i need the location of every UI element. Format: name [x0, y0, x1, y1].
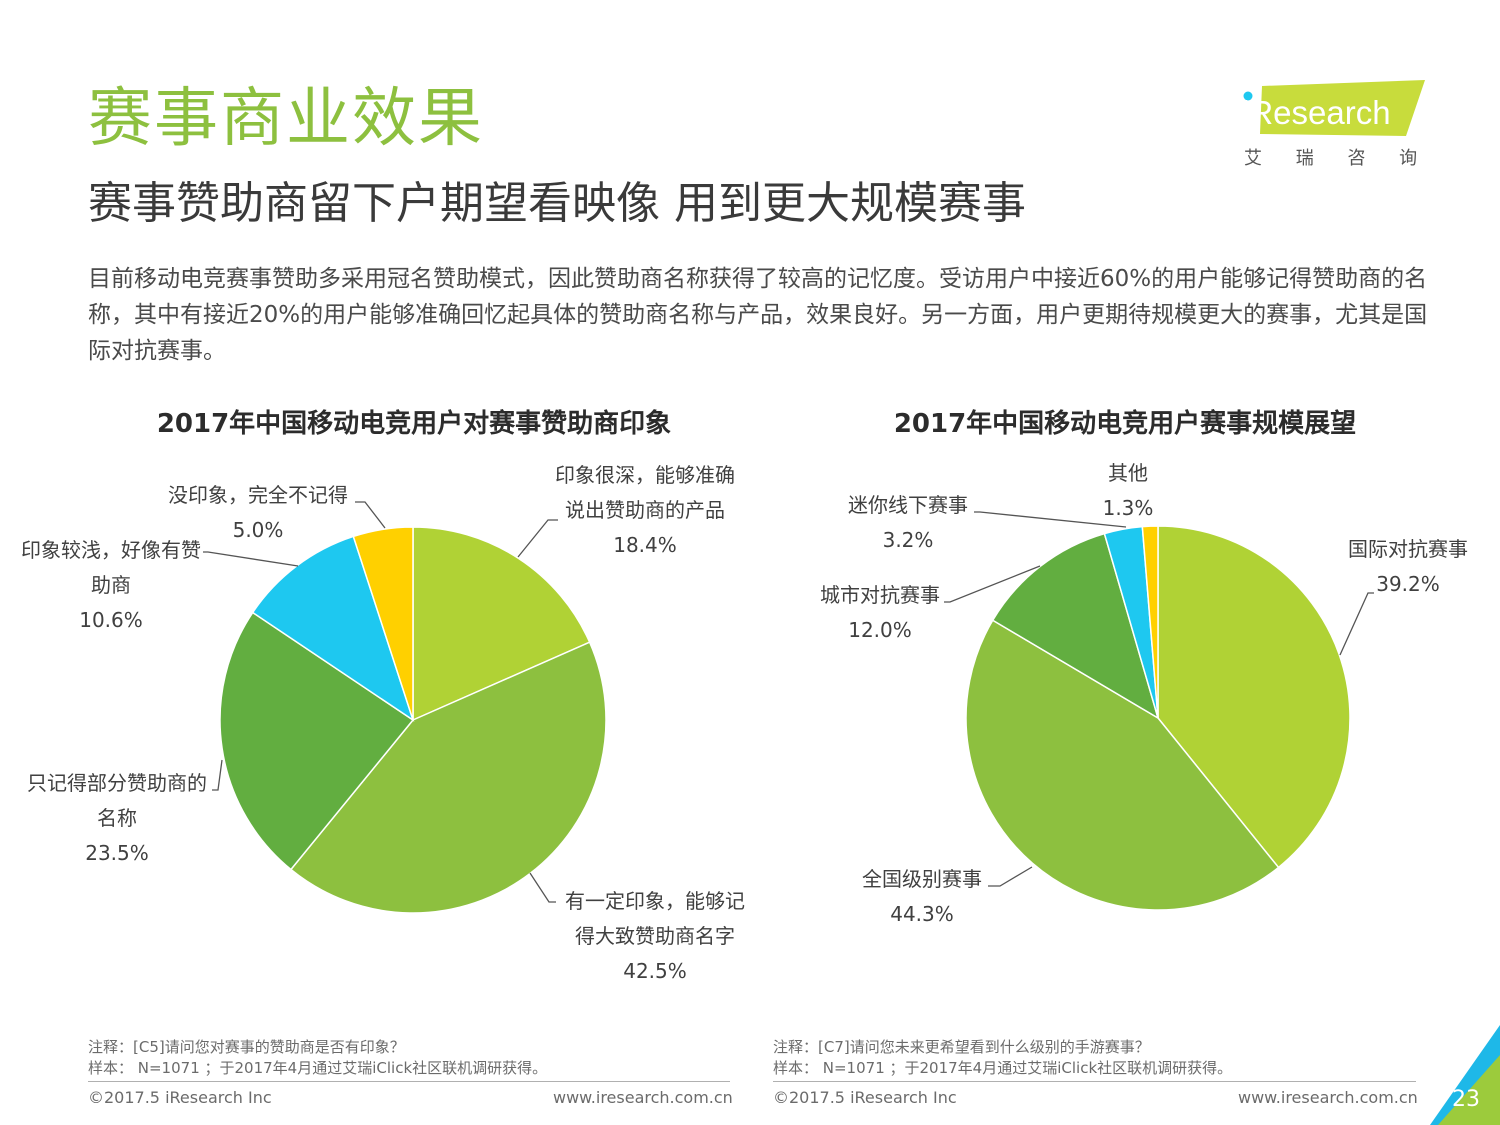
- pie2-value-label-1: 39.2%: [1376, 572, 1440, 596]
- left-copyright: ©2017.5 iResearch Inc: [88, 1088, 272, 1107]
- pie2-slice-3: [991, 532, 1160, 720]
- pie2-slice-1: [1157, 525, 1351, 869]
- iresearch-logo: iResearch 艾 瑞 咨 询: [1242, 80, 1430, 169]
- pie1-category-label-2: 有一定印象，能够记: [565, 889, 745, 913]
- page-number: 23: [1452, 1087, 1480, 1112]
- pie1-leader-line-1: [517, 519, 558, 558]
- right-website-link[interactable]: www.iresearch.com.cn: [1238, 1088, 1418, 1107]
- chart-title-event-scale: 2017年中国移动电竞用户赛事规模展望: [893, 409, 1357, 439]
- pie2-value-label-3: 12.0%: [848, 618, 912, 642]
- pie1-category-label-5: 没印象，完全不记得: [168, 483, 348, 507]
- chart-title-sponsor-impression: 2017年中国移动电竞用户对赛事赞助商印象: [156, 409, 672, 439]
- pie2-leader-line-1: [1339, 592, 1374, 656]
- pie1-category-label-2: 得大致赞助商名字: [575, 924, 735, 948]
- left-notes: 注释：[C5]请问您对赛事的赞助商是否有印象？ 样本： N=1071 ；于201…: [88, 1037, 547, 1079]
- left-note-text: 注释：[C5]请问您对赛事的赞助商是否有印象？: [88, 1038, 405, 1056]
- pie2-category-label-5: 其他: [1108, 461, 1148, 485]
- pie2-slice-5: [1141, 525, 1159, 719]
- pie1-category-label-4: 印象较浅，好像有赞: [21, 538, 201, 562]
- pie2-leader-line-3: [944, 565, 1041, 603]
- right-note-text: 注释：[C7]请问您未来更希望看到什么级别的手游赛事？: [773, 1038, 1150, 1056]
- pie1-slice-3: [219, 611, 415, 871]
- page-title: 赛事商业效果: [88, 82, 484, 156]
- pie1-value-label-5: 5.0%: [233, 518, 284, 542]
- pie2-value-label-2: 44.3%: [890, 902, 954, 926]
- pie1-leader-line-5: [355, 501, 386, 529]
- pie2-category-label-3: 城市对抗赛事: [820, 583, 940, 607]
- right-notes: 注释：[C7]请问您未来更希望看到什么级别的手游赛事？ 样本： N=1071 ；…: [773, 1037, 1232, 1079]
- page-subtitle: 赛事赞助商留下户期望看映像 用到更大规模赛事: [88, 178, 1026, 229]
- pie1-value-label-3: 23.5%: [85, 841, 149, 865]
- pie2-value-label-4: 3.2%: [883, 528, 934, 552]
- pie1-slice-5: [352, 526, 414, 721]
- left-footer-divider: [88, 1081, 730, 1082]
- logo-i-dot: [1243, 91, 1253, 101]
- intro-paragraph: 目前移动电竞赛事赞助多采用冠名赞助模式，因此赞助商名称获得了较高的记忆度。受访用…: [88, 266, 1428, 364]
- pie1-value-label-4: 10.6%: [79, 608, 143, 632]
- pie1-leader-line-4: [203, 551, 299, 567]
- pie2-leader-line-4: [974, 511, 1127, 528]
- pie2-category-label-2: 全国级别赛事: [862, 867, 982, 891]
- left-sample-text: 样本： N=1071 ；于2017年4月通过艾瑞iClick社区联机调研获得。: [88, 1059, 548, 1077]
- pie1-value-label-2: 42.5%: [623, 959, 687, 983]
- pie1-category-label-1: 印象很深，能够准确: [555, 463, 735, 487]
- pie2-category-label-1: 国际对抗赛事: [1348, 537, 1468, 561]
- right-copyright: ©2017.5 iResearch Inc: [773, 1088, 957, 1107]
- pie1-leader-line-3: [212, 759, 223, 791]
- pie1-slice-1: [412, 526, 591, 722]
- logo-brand: iResearch: [1242, 94, 1391, 131]
- pie1-category-label-1: 说出赞助商的产品: [565, 498, 725, 522]
- pie2-value-label-5: 1.3%: [1103, 496, 1154, 520]
- pie1-category-label-3: 只记得部分赞助商的: [27, 771, 207, 795]
- pie1-category-label-4: 助商: [91, 573, 131, 597]
- right-footer-divider: [773, 1081, 1416, 1082]
- right-sample-text: 样本： N=1071 ；于2017年4月通过艾瑞iClick社区联机调研获得。: [773, 1059, 1233, 1077]
- logo-green-banner: [1260, 80, 1425, 136]
- pie2-leader-line-2: [988, 866, 1033, 887]
- pie2-category-label-4: 迷你线下赛事: [848, 493, 968, 517]
- pie1-category-label-3: 名称: [97, 806, 137, 830]
- pie2-slice-2: [965, 619, 1280, 911]
- left-website-link[interactable]: www.iresearch.com.cn: [553, 1088, 733, 1107]
- pie1-value-label-1: 18.4%: [613, 533, 677, 557]
- pie1-leader-line-2: [529, 872, 556, 903]
- logo-tagline: 艾 瑞 咨 询: [1244, 148, 1430, 169]
